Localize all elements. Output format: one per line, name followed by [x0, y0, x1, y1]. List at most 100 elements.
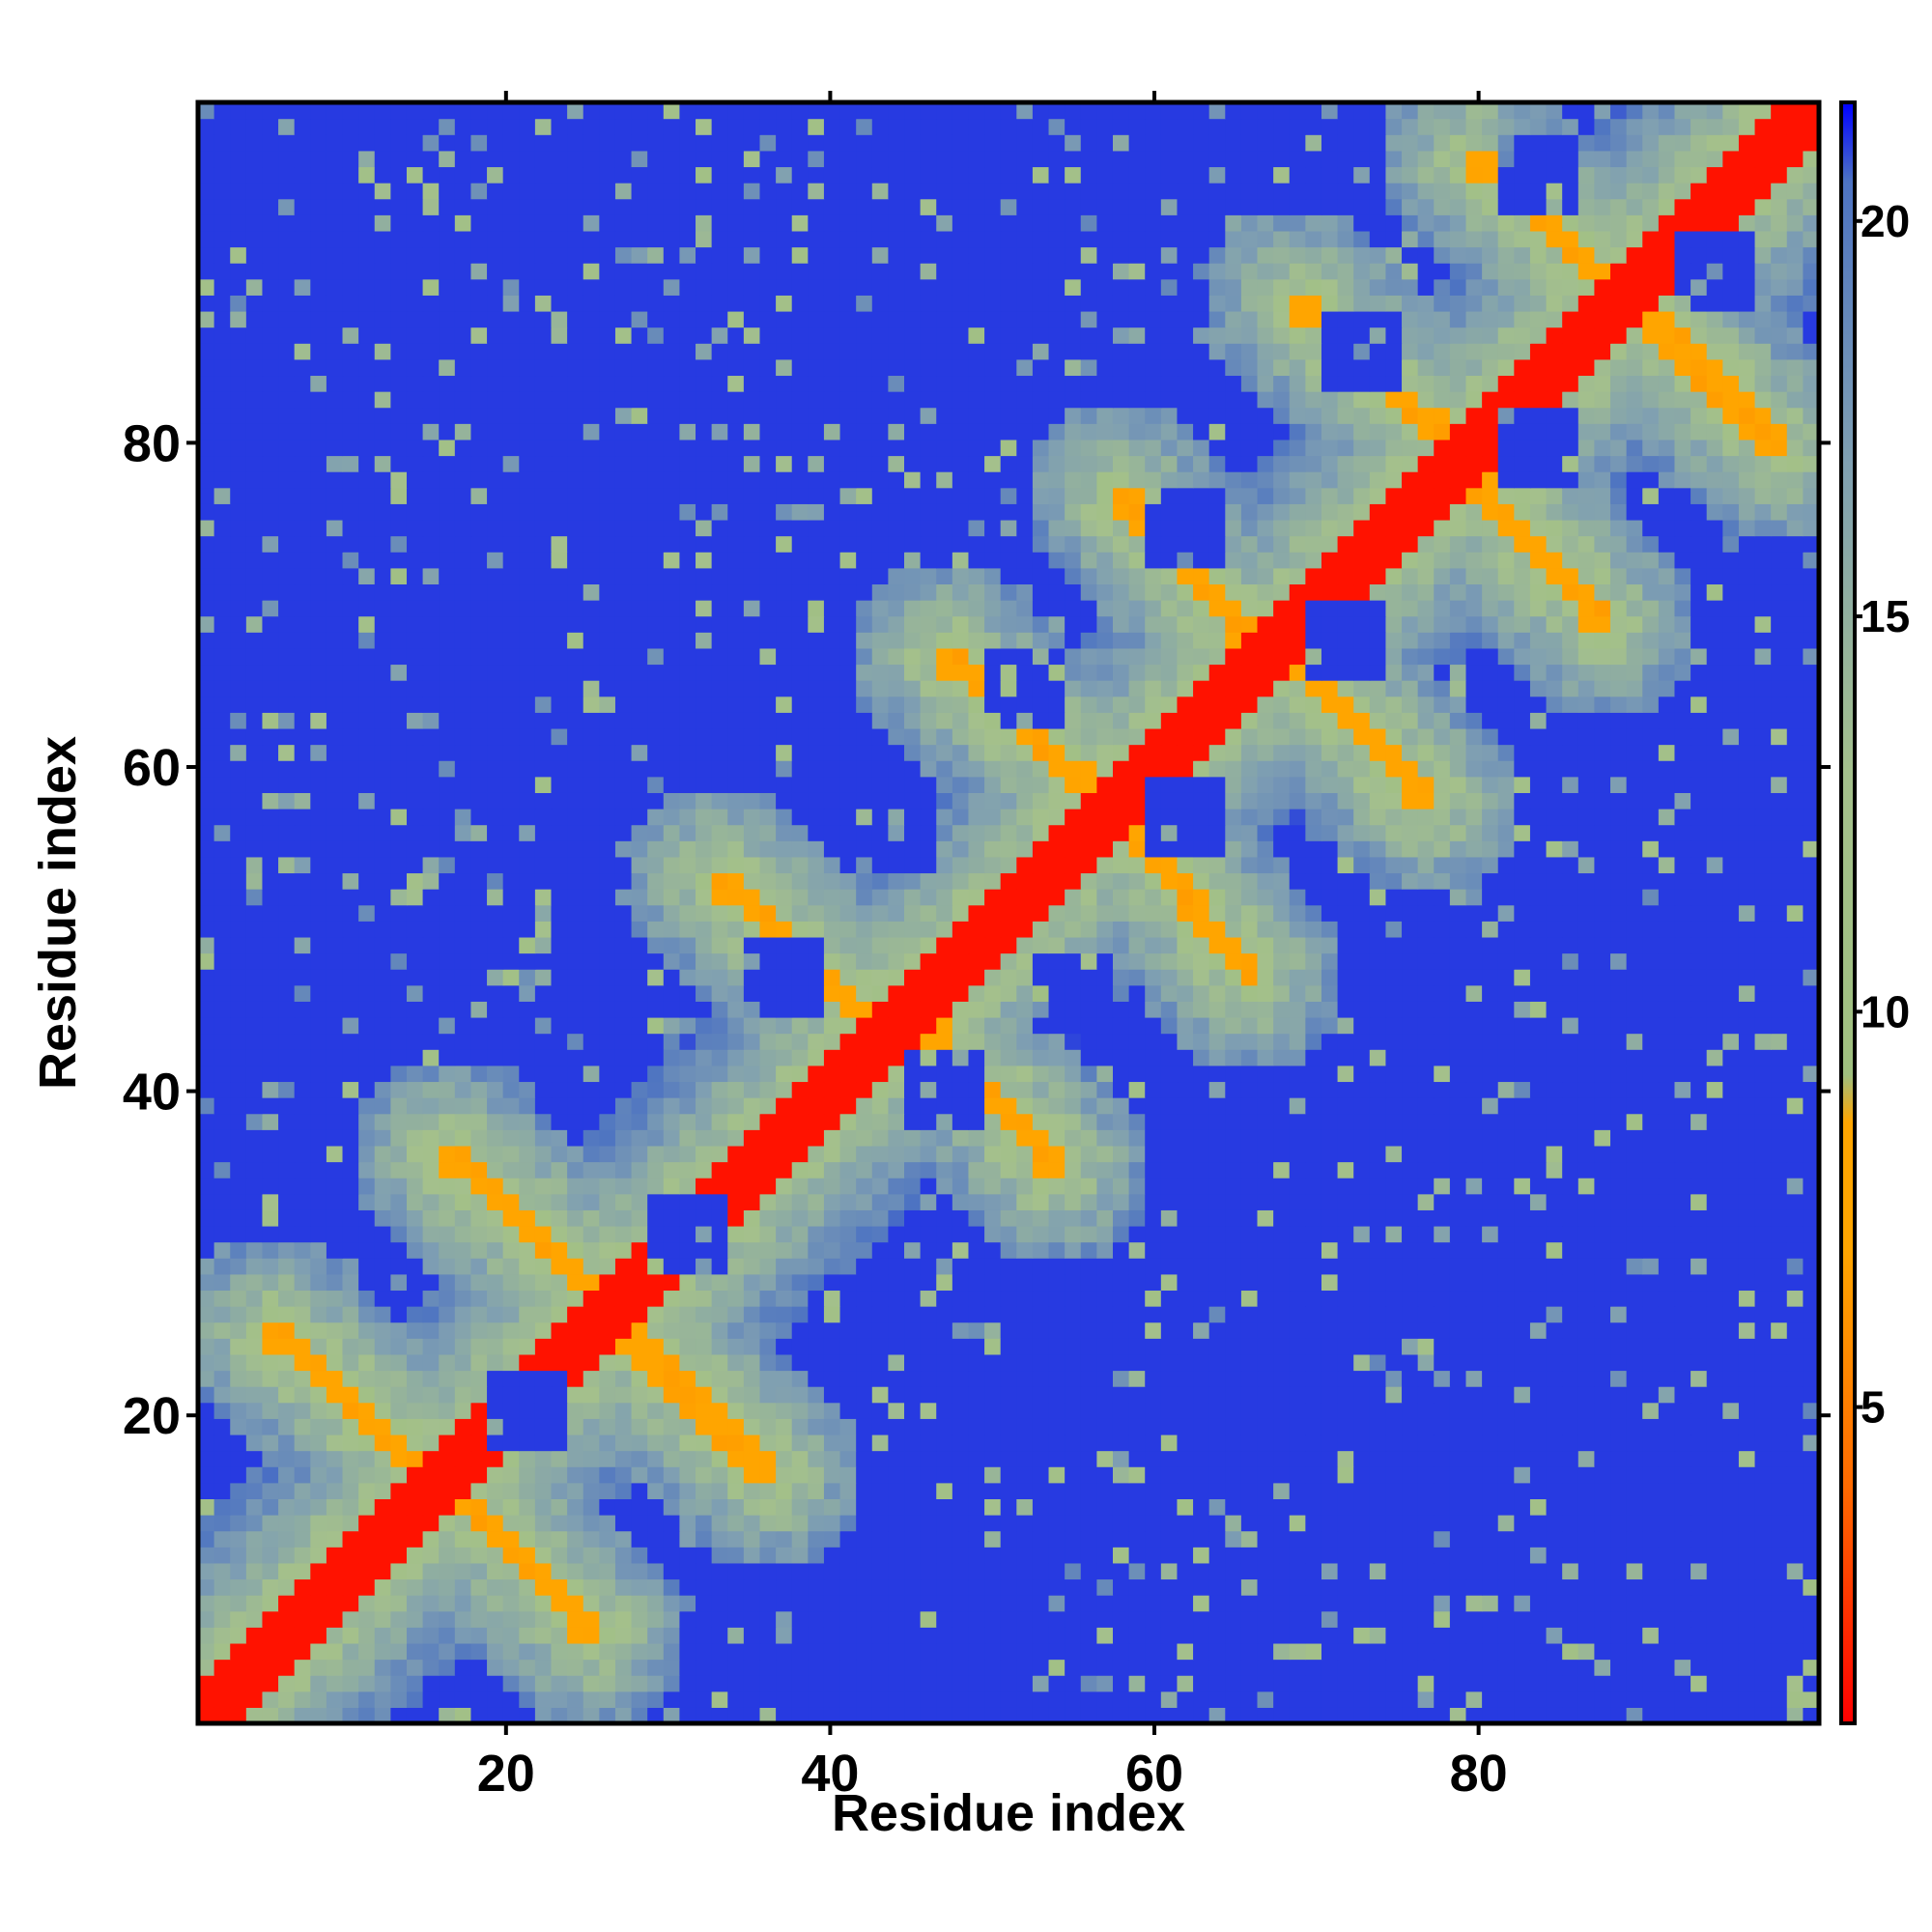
heatmap-cell	[1482, 1547, 1499, 1564]
heatmap-cell	[1321, 1273, 1339, 1292]
heatmap-cell	[1177, 1402, 1194, 1419]
heatmap-cell	[1738, 1370, 1756, 1387]
heatmap-cell	[663, 1338, 681, 1355]
heatmap-cell	[839, 969, 857, 986]
heatmap-cell	[696, 1081, 713, 1098]
heatmap-cell	[534, 1290, 553, 1307]
heatmap-cell	[1690, 1193, 1708, 1210]
heatmap-cell	[1208, 1193, 1226, 1210]
heatmap-cell	[534, 1049, 553, 1066]
heatmap-cell	[1048, 1627, 1065, 1644]
heatmap-cell	[1722, 1033, 1740, 1050]
heatmap-cell	[1449, 1065, 1467, 1083]
heatmap-cell	[422, 984, 440, 1002]
heatmap-cell	[1449, 1627, 1467, 1644]
heatmap-cell	[1642, 1001, 1660, 1018]
heatmap-cell	[1738, 1418, 1756, 1435]
heatmap-cell	[534, 1273, 553, 1292]
heatmap-cell	[663, 1353, 681, 1372]
heatmap-cell	[823, 1482, 841, 1499]
heatmap-cell	[871, 1016, 889, 1035]
heatmap-cell	[1225, 1386, 1242, 1404]
heatmap-cell	[1771, 1321, 1788, 1339]
heatmap-cell	[390, 1193, 408, 1210]
heatmap-cell	[1786, 1353, 1804, 1372]
heatmap-cell	[839, 1145, 857, 1163]
heatmap-cell	[1497, 1129, 1515, 1147]
heatmap-cell	[936, 1016, 953, 1035]
heatmap-cell	[1048, 1690, 1065, 1708]
heatmap-cell	[1482, 1290, 1499, 1307]
heatmap-cell	[1353, 1129, 1371, 1147]
heatmap-cell	[310, 1290, 327, 1307]
heatmap-cell	[1482, 1097, 1499, 1115]
heatmap-cell	[1402, 1016, 1419, 1035]
heatmap-cell	[1482, 1321, 1499, 1339]
heatmap-cell	[1434, 1097, 1451, 1115]
heatmap-cell	[679, 1498, 696, 1516]
heatmap-cell	[326, 1434, 344, 1452]
heatmap-cell	[1771, 1097, 1788, 1115]
heatmap-cell	[1177, 1434, 1194, 1452]
heatmap-cell	[1690, 1290, 1708, 1307]
heatmap-cell	[1257, 1370, 1274, 1387]
heatmap-cell	[1658, 1675, 1676, 1692]
heatmap-cell	[374, 1161, 391, 1179]
heatmap-cell	[1546, 969, 1563, 986]
heatmap-cell	[1240, 1097, 1259, 1115]
heatmap-cell	[743, 1418, 761, 1435]
heatmap-cell	[936, 1097, 953, 1115]
heatmap-cell	[1080, 1273, 1097, 1292]
heatmap-cell	[1529, 1097, 1548, 1115]
heatmap-cell	[823, 1097, 841, 1115]
heatmap-cell	[1369, 1530, 1387, 1548]
heatmap-cell	[888, 1321, 905, 1339]
heatmap-cell	[1369, 1547, 1387, 1564]
heatmap-cell	[422, 1675, 440, 1692]
heatmap-cell	[1402, 1161, 1419, 1179]
heatmap-cell	[1000, 936, 1017, 954]
heatmap-cell	[727, 1610, 745, 1628]
heatmap-cell	[1738, 1402, 1756, 1419]
heatmap-cell	[791, 1129, 809, 1147]
heatmap-cell	[1305, 1338, 1322, 1355]
heatmap-cell	[1706, 1129, 1723, 1147]
heatmap-cell	[808, 1659, 825, 1676]
heatmap-cell	[808, 1353, 825, 1372]
heatmap-cell	[871, 1659, 889, 1676]
heatmap-cell	[1434, 1434, 1451, 1452]
heatmap-cell	[936, 1258, 953, 1275]
heatmap-cell	[936, 1418, 953, 1435]
heatmap-cell	[871, 969, 889, 986]
heatmap-cell	[1417, 1081, 1435, 1098]
heatmap-cell	[439, 1498, 456, 1516]
heatmap-cell	[390, 1610, 408, 1628]
heatmap-cell	[1000, 1578, 1017, 1596]
heatmap-cell	[1240, 1434, 1259, 1452]
heatmap-cell	[1032, 1610, 1050, 1628]
heatmap-cell	[1562, 1530, 1579, 1548]
heatmap-cell	[1402, 1290, 1419, 1307]
heatmap-cell	[839, 1402, 857, 1419]
heatmap-cell	[1417, 1595, 1435, 1612]
heatmap-cell	[470, 1418, 488, 1435]
heatmap-cell	[1128, 1370, 1146, 1387]
heatmap-cell	[1321, 1659, 1339, 1676]
heatmap-cell	[534, 1145, 553, 1163]
heatmap-cell	[1434, 1690, 1451, 1708]
heatmap-cell	[326, 1321, 344, 1339]
heatmap-cell	[614, 1193, 633, 1210]
heatmap-cell	[1289, 1193, 1306, 1210]
heatmap-cell	[727, 1386, 745, 1404]
heatmap-cell	[1449, 1241, 1467, 1259]
heatmap-cell	[1208, 1386, 1226, 1404]
heatmap-cell	[936, 1290, 953, 1307]
heatmap-cell	[1385, 1659, 1403, 1676]
heatmap-cell	[551, 1466, 568, 1484]
heatmap-cell	[839, 1049, 857, 1066]
heatmap-cell	[743, 1178, 761, 1195]
heatmap-cell	[567, 1353, 584, 1372]
heatmap-cell	[791, 1225, 809, 1243]
heatmap-cell	[936, 936, 953, 954]
heatmap-cell	[1722, 952, 1740, 970]
